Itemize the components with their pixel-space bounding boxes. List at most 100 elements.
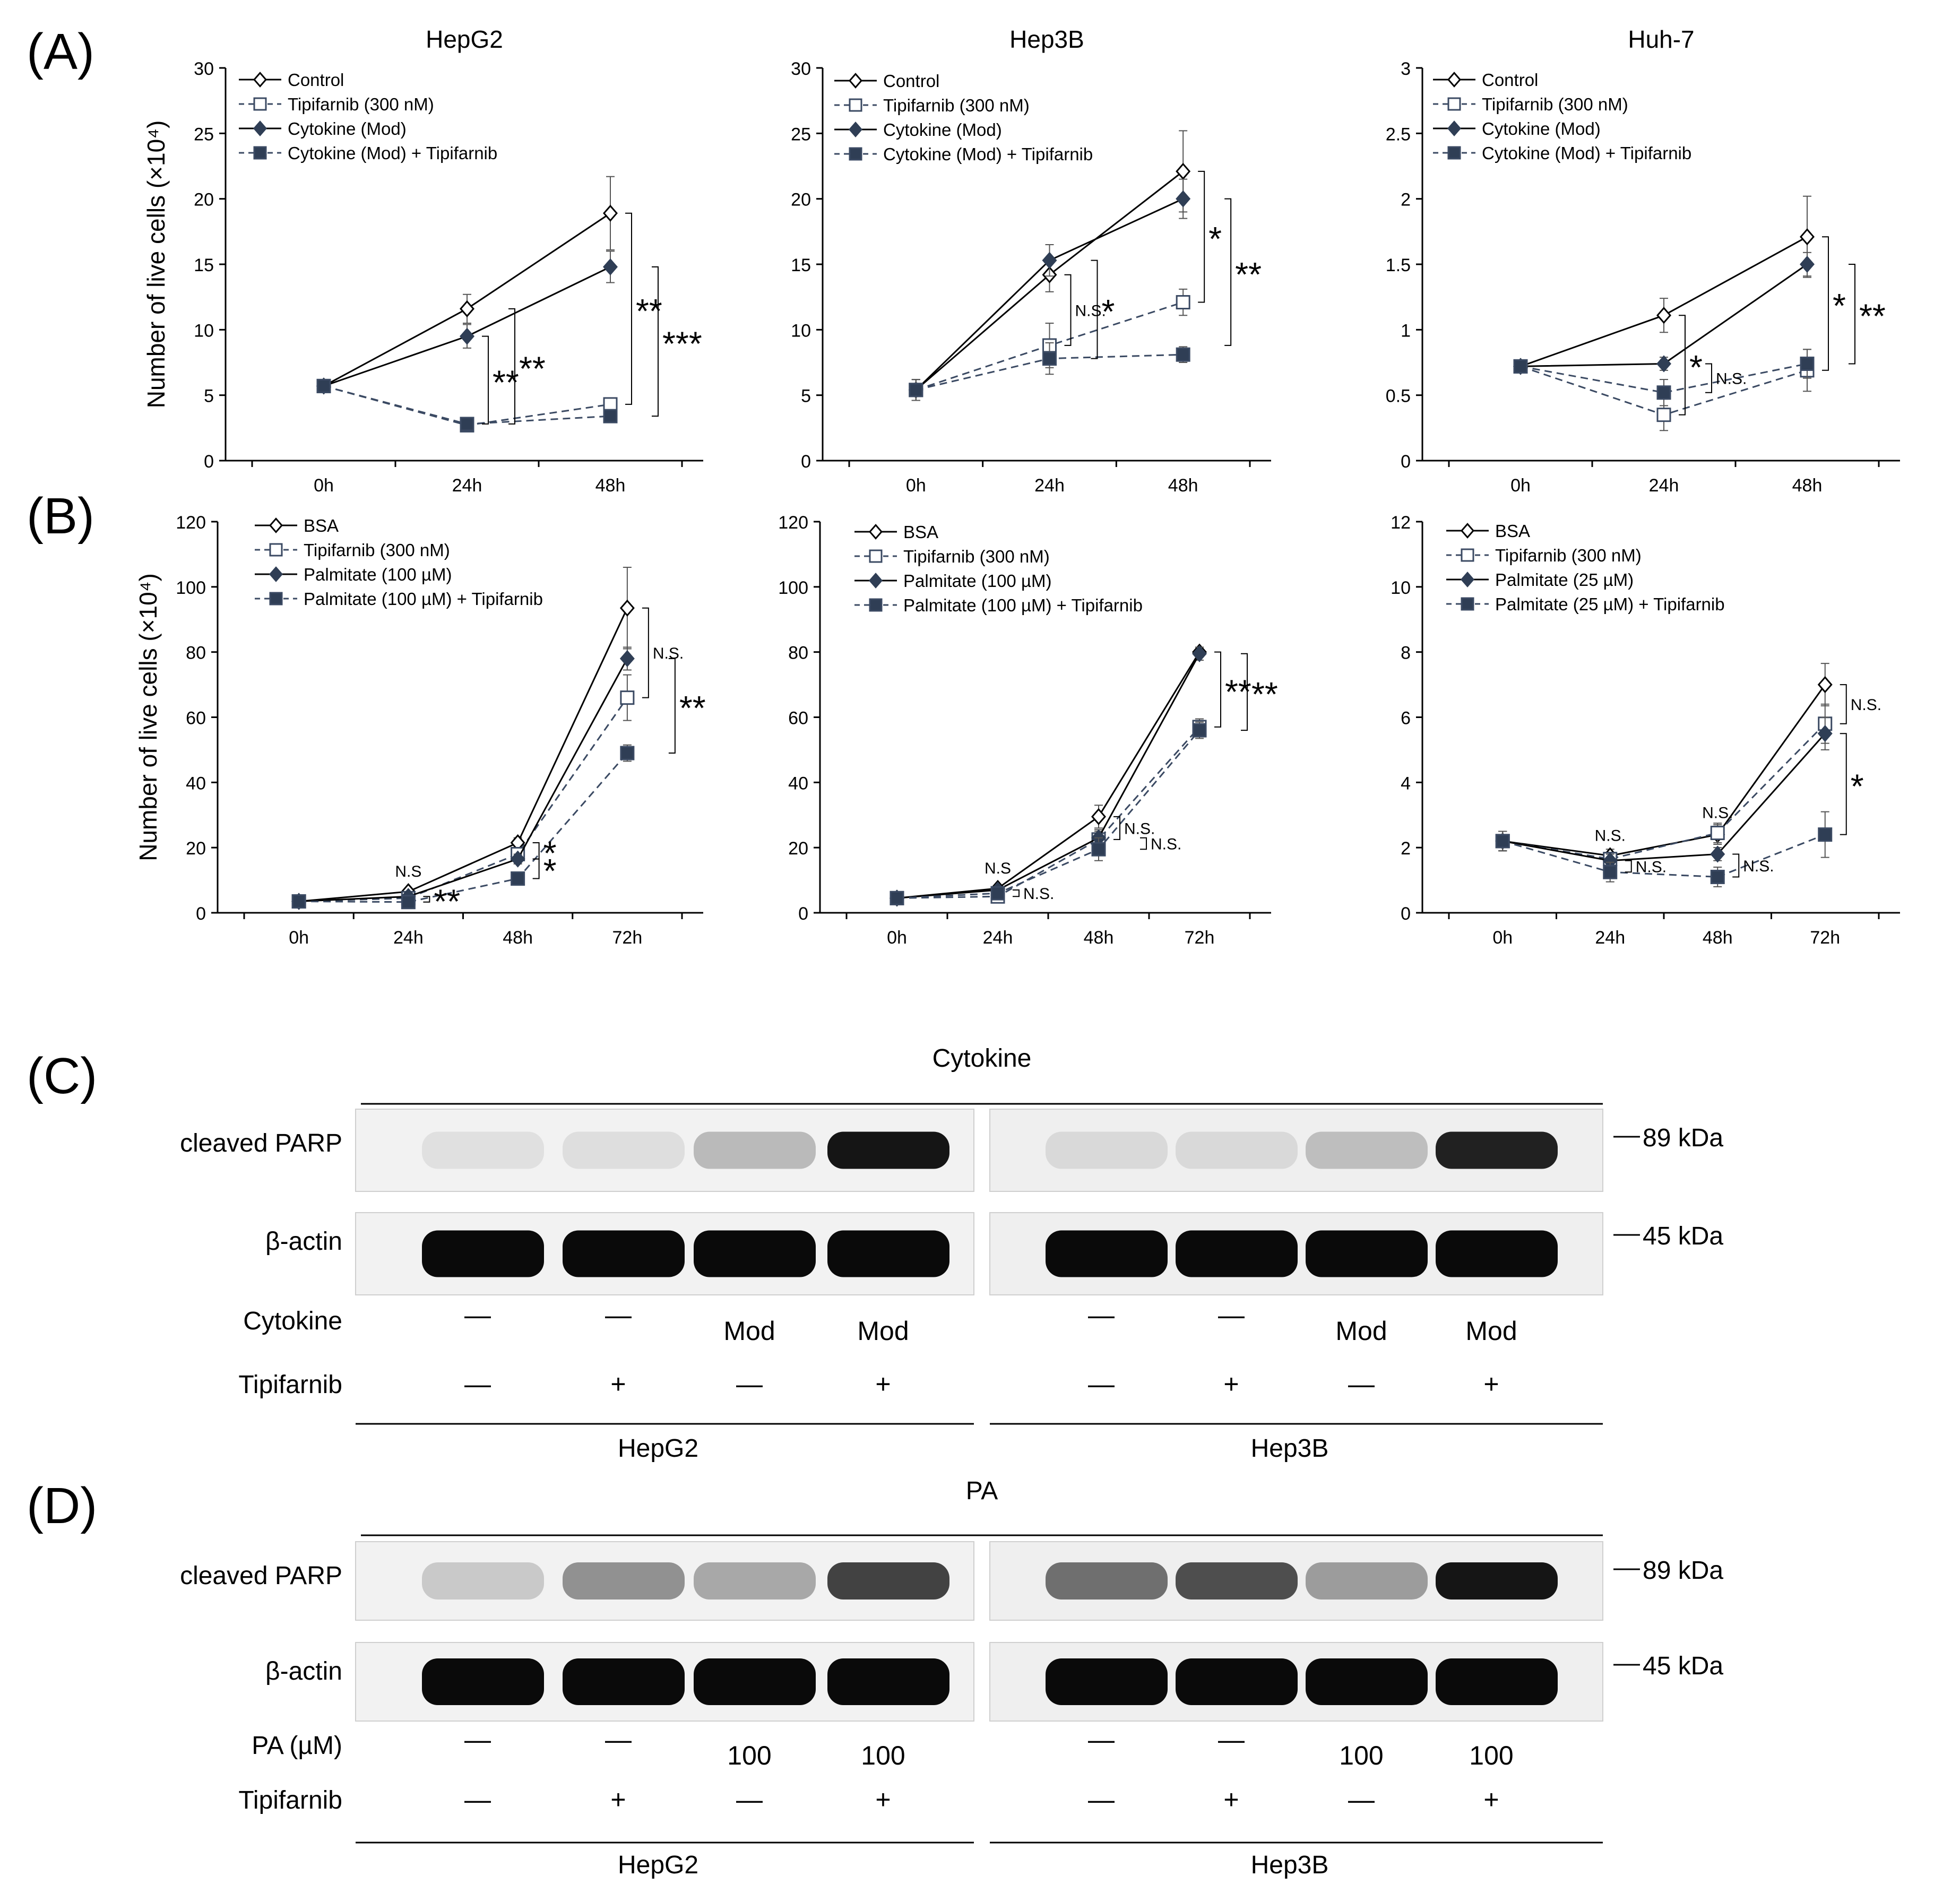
annotation-label: * xyxy=(1208,220,1222,258)
x-tick-label: 24h xyxy=(1595,928,1625,948)
data-point-marker xyxy=(1710,869,1725,884)
data-point-marker xyxy=(253,120,267,136)
annotation-label: * xyxy=(1833,287,1846,325)
significance-bracket xyxy=(532,858,540,879)
protein-band xyxy=(694,1658,816,1705)
y-tick-label: 15 xyxy=(194,255,214,275)
annotation-label: * xyxy=(543,834,557,872)
y-tick-label: 0 xyxy=(196,904,206,924)
series-line xyxy=(896,653,1201,899)
y-axis-label: Number of live cells (×10⁴) xyxy=(142,120,170,409)
legend-label: Palmitate (100 µM) xyxy=(304,565,452,584)
annotation-label: * xyxy=(543,852,557,890)
legend-label: Tipifarnib (300 nM) xyxy=(1482,94,1628,114)
condition-value: — xyxy=(1088,1300,1115,1330)
significance-bracket xyxy=(1013,889,1020,897)
condition-value: 100 xyxy=(1469,1741,1513,1770)
blot-panel-c: Cytokine cleaved PARP 89 kDa β-actin 45 kDa C… xyxy=(180,1044,1723,1463)
annotation-label: ** xyxy=(519,349,546,387)
y-tick-label: 20 xyxy=(186,838,206,859)
protein-band xyxy=(694,1562,816,1600)
data-point-marker xyxy=(620,690,635,705)
data-point-marker xyxy=(1817,676,1833,694)
significance-bracket xyxy=(1241,653,1248,731)
condition-value: + xyxy=(1223,1369,1239,1399)
x-tick-label: 24h xyxy=(983,928,1013,948)
y-tick-label: 12 xyxy=(1391,513,1411,533)
data-point-marker xyxy=(511,871,525,886)
series-4 xyxy=(1513,349,1815,407)
series-2 xyxy=(890,718,1207,905)
protein-band xyxy=(1436,1658,1558,1705)
data-point-marker xyxy=(1461,523,1474,539)
legend-label: Palmitate (100 µM) xyxy=(903,571,1051,591)
annotation-label: N.S. xyxy=(1124,820,1155,837)
series-line xyxy=(299,753,628,903)
condition-value: — xyxy=(605,1300,632,1330)
data-point-marker xyxy=(1176,190,1191,208)
protein-band xyxy=(1306,1658,1428,1705)
data-point-marker xyxy=(1176,295,1190,310)
annotation-label: N.S. xyxy=(1023,885,1054,903)
y-tick-label: 0 xyxy=(204,452,214,472)
series-1 xyxy=(1513,195,1815,375)
chart-title: HepG2 xyxy=(426,25,503,53)
series-4 xyxy=(316,378,618,431)
y-axis-label: Number of live cells (×10⁴) xyxy=(134,573,162,861)
y-tick-label: 30 xyxy=(194,59,214,79)
y-tick-label: 120 xyxy=(778,513,808,533)
chart-5: 0 20 40 60 80 100 120 0h 24h 48h 72h BSA Tipifarnib … xyxy=(778,513,1278,948)
data-point-marker xyxy=(510,850,525,868)
data-point-marker xyxy=(269,543,283,557)
data-point-marker xyxy=(619,599,635,617)
data-point-marker xyxy=(990,886,1005,901)
data-point-marker xyxy=(1192,645,1207,662)
legend-label: Tipifarnib (300 nM) xyxy=(903,547,1050,566)
data-point-marker xyxy=(869,598,883,612)
data-point-marker xyxy=(1710,826,1725,841)
data-point-marker xyxy=(1656,385,1671,400)
significance-annotations: ********* xyxy=(482,212,702,425)
y-tick-label: 30 xyxy=(791,59,811,79)
band-label: β-actin xyxy=(265,1657,342,1685)
series-1 xyxy=(1495,663,1833,864)
condition-value: — xyxy=(1088,1785,1115,1814)
annotation-label: ** xyxy=(679,689,706,727)
annotation-label: ** xyxy=(1235,255,1262,293)
y-tick-label: 120 xyxy=(176,513,206,533)
condition-value: + xyxy=(1483,1785,1499,1814)
series-3 xyxy=(890,645,1207,907)
significance-bracket xyxy=(1679,315,1686,416)
legend-label: Cytokine (Mod) + Tipifarnib xyxy=(1482,143,1691,163)
data-point-marker xyxy=(1176,347,1190,362)
protein-band xyxy=(1176,1230,1298,1277)
data-point-marker xyxy=(849,98,862,112)
condition-label: PA (µM) xyxy=(252,1732,342,1760)
legend-label: Tipifarnib (300 nM) xyxy=(288,94,434,114)
series-line xyxy=(896,651,1201,899)
chart-1: HepG2 Number of live cells (×10⁴) 0 5 10 15 20… xyxy=(142,25,703,496)
annotation-label: N.S. xyxy=(1716,370,1747,388)
data-point-marker xyxy=(849,73,862,89)
legend: BSA Tipifarnib (300 nM) Palmitate (25 µM) P… xyxy=(1446,521,1725,614)
significance-bracket xyxy=(1224,198,1232,346)
condition-value: + xyxy=(1483,1369,1499,1399)
condition-value: — xyxy=(1348,1785,1375,1814)
protein-band xyxy=(1176,1131,1298,1169)
data-point-marker xyxy=(1800,356,1815,371)
significance-bracket xyxy=(1140,837,1147,850)
annotation-label: ** xyxy=(493,363,519,401)
significance-bracket xyxy=(1849,264,1855,365)
annotation-label: N.S. xyxy=(1151,835,1181,853)
y-tick-label: 25 xyxy=(791,124,811,144)
y-tick-label: 80 xyxy=(788,643,808,663)
x-tick-label: 24h xyxy=(452,476,482,496)
y-tick-label: 100 xyxy=(778,578,808,598)
y-tick-label: 20 xyxy=(788,838,808,859)
significance-bracket xyxy=(482,335,489,425)
condition-value: 100 xyxy=(1339,1741,1383,1770)
legend-label: Cytokine (Mod) xyxy=(288,119,407,139)
y-tick-label: 2 xyxy=(1401,190,1411,210)
data-point-marker xyxy=(1176,162,1191,180)
legend-label: Cytokine (Mod) + Tipifarnib xyxy=(288,143,497,163)
